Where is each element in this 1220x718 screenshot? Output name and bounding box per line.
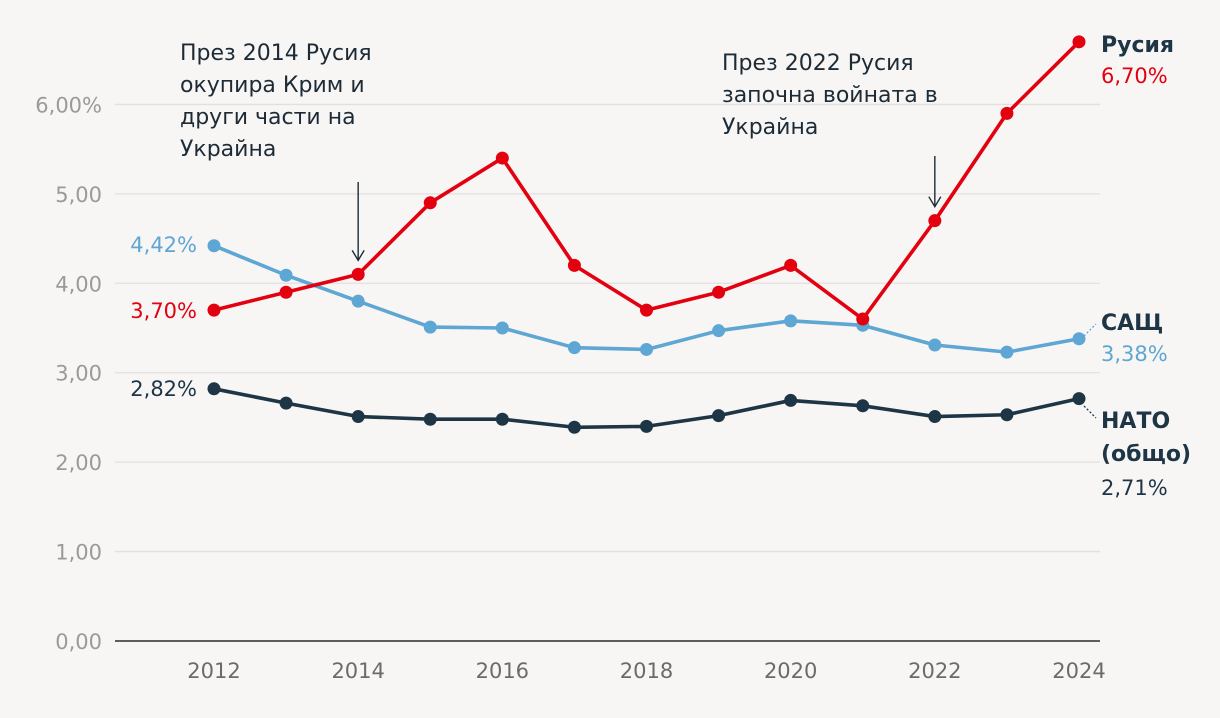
y-tick-label: 3,00 [55,362,102,386]
series-start-label: 4,42% [130,233,197,257]
series-name-label: НАТО [1101,409,1170,434]
series-end-label: 2,71% [1101,476,1168,500]
series-start-label: 2,82% [130,377,197,401]
data-point [279,285,293,299]
data-point [928,410,942,424]
x-tick-label: 2024 [1052,659,1105,683]
data-point [567,341,581,355]
series-name-label: Русия [1101,33,1174,58]
data-point [423,320,437,334]
annotation-text: други части на [180,105,356,130]
data-point [856,399,870,413]
data-point [423,412,437,426]
annotation-arrowhead [351,249,365,262]
annotations: През 2014 Русия окупира Крим и други части… [180,41,942,262]
label-leader [1083,405,1097,419]
data-point [567,420,581,434]
y-tick-label: 6,00% [35,93,102,117]
annotation-text: Украйна [180,137,276,162]
y-tick-label: 5,00 [55,183,102,207]
annotation-text: През 2014 Русия [180,41,372,66]
y-tick-label: 4,00 [55,272,102,296]
data-point [712,409,726,423]
gridlines [115,103,1100,553]
data-point [207,303,221,317]
data-point [1072,35,1086,49]
annotation-text: През 2022 Русия [722,51,914,76]
data-point [640,303,653,317]
data-point [1072,392,1086,406]
data-point [784,314,798,328]
data-point [1000,408,1014,422]
x-tick-label: 2016 [476,659,529,683]
data-point [784,258,798,272]
x-tick-label: 2018 [620,659,673,683]
x-axis: 2012 2014 2016 2018 2020 2022 2024 [115,640,1106,683]
data-point [207,382,221,396]
series-name-label: (общо) [1101,442,1191,467]
series-end-label: 3,38% [1101,342,1168,366]
annotation-text: започна войната в [722,83,938,108]
data-point [351,410,365,424]
data-point [928,338,942,352]
y-tick-label: 1,00 [55,541,102,565]
data-point [712,324,726,338]
data-point [928,214,942,228]
annotation-text: окупира Крим и [180,73,365,98]
data-point [1000,106,1014,120]
data-point [351,294,365,308]
data-point [495,151,509,165]
annotation-arrowhead [928,196,942,209]
series-line [212,243,1081,354]
y-tick-label: 2,00 [55,451,102,475]
label-leader [1083,323,1097,337]
annotation-text: Украйна [722,115,818,140]
x-tick-label: 2012 [187,659,240,683]
data-point [567,258,581,272]
y-axis: 0,00 1,00 2,00 3,00 4,00 5,00 6,00% [35,93,102,654]
data-point [279,268,293,282]
data-point [856,312,870,326]
series-end-label: 6,70% [1101,64,1168,88]
x-tick-label: 2022 [908,659,961,683]
data-point [1000,345,1014,359]
data-point [640,419,653,433]
x-tick-label: 2020 [764,659,817,683]
data-point [495,321,509,335]
y-tick-label: 0,00 [55,630,102,654]
x-tick-label: 2014 [331,659,384,683]
data-point [495,412,509,426]
data-point [279,396,293,410]
data-point [784,393,798,407]
data-point [351,267,365,281]
series-name-label: САЩ [1101,311,1163,336]
series-start-label: 3,70% [130,299,197,323]
series [207,35,1086,434]
data-point [1072,332,1086,346]
series-labels: 3,70% 4,42% 2,82% Русия 6,70% САЩ 3,38% НАТО (об… [130,33,1191,500]
data-point [423,196,437,210]
data-point [712,285,726,299]
data-point [640,342,653,356]
data-point [207,239,221,253]
